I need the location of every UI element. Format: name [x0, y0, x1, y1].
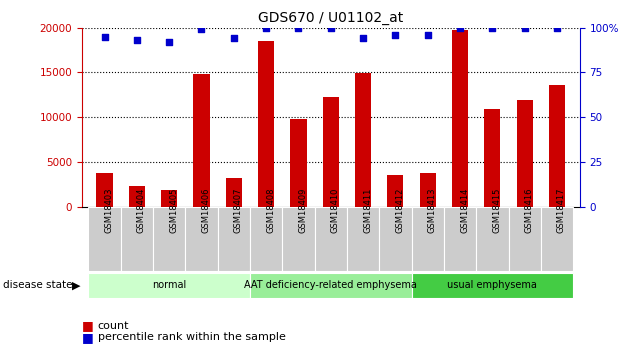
Bar: [96, 173, 113, 207]
Bar: [411, 273, 573, 298]
Text: GSM18408: GSM18408: [266, 187, 275, 233]
Point: [520, 26, 530, 31]
Text: GSM18412: GSM18412: [396, 187, 404, 233]
Point: [132, 37, 142, 43]
Point: [423, 32, 433, 38]
Bar: [258, 41, 274, 207]
Bar: [476, 207, 508, 271]
Text: normal: normal: [152, 280, 186, 290]
Text: GSM18405: GSM18405: [169, 187, 178, 233]
Text: percentile rank within the sample: percentile rank within the sample: [98, 333, 285, 342]
Bar: [541, 207, 573, 271]
Text: GSM18407: GSM18407: [234, 187, 243, 233]
Bar: [129, 186, 145, 207]
Bar: [282, 207, 314, 271]
Title: GDS670 / U01102_at: GDS670 / U01102_at: [258, 11, 403, 25]
Text: GSM18413: GSM18413: [428, 187, 437, 233]
Bar: [549, 85, 565, 207]
Text: GSM18411: GSM18411: [363, 187, 372, 233]
Point: [358, 36, 368, 41]
Bar: [508, 207, 541, 271]
Text: GSM18414: GSM18414: [460, 187, 469, 233]
Text: GSM18404: GSM18404: [137, 187, 146, 233]
Point: [100, 34, 110, 39]
Text: disease state: disease state: [3, 280, 72, 290]
Bar: [355, 73, 371, 207]
Bar: [217, 207, 250, 271]
Bar: [517, 100, 533, 207]
Bar: [387, 175, 403, 207]
Bar: [121, 207, 153, 271]
Bar: [347, 207, 379, 271]
Bar: [379, 207, 411, 271]
Point: [164, 39, 175, 45]
Text: ■: ■: [82, 319, 94, 333]
Bar: [452, 30, 468, 207]
Point: [261, 26, 271, 31]
Point: [455, 26, 465, 31]
Bar: [290, 119, 307, 207]
Bar: [484, 109, 500, 207]
Point: [326, 26, 336, 31]
Text: GSM18416: GSM18416: [525, 187, 534, 233]
Point: [487, 26, 497, 31]
Bar: [411, 207, 444, 271]
Point: [229, 36, 239, 41]
Bar: [88, 207, 121, 271]
Bar: [250, 273, 411, 298]
Text: GSM18410: GSM18410: [331, 187, 340, 233]
Text: AAT deficiency-related emphysema: AAT deficiency-related emphysema: [244, 280, 417, 290]
Bar: [444, 207, 476, 271]
Text: GSM18417: GSM18417: [557, 187, 566, 233]
Bar: [314, 207, 347, 271]
Point: [294, 26, 304, 31]
Bar: [153, 207, 185, 271]
Text: count: count: [98, 321, 129, 331]
Text: ▶: ▶: [72, 280, 81, 290]
Point: [552, 26, 562, 31]
Bar: [250, 207, 282, 271]
Bar: [185, 207, 217, 271]
Bar: [323, 97, 339, 207]
Text: GSM18403: GSM18403: [105, 187, 113, 233]
Bar: [161, 190, 177, 207]
Bar: [88, 273, 250, 298]
Text: GSM18406: GSM18406: [202, 187, 210, 233]
Bar: [226, 178, 242, 207]
Point: [391, 32, 401, 38]
Text: usual emphysema: usual emphysema: [447, 280, 537, 290]
Bar: [420, 173, 436, 207]
Bar: [193, 74, 210, 207]
Text: GSM18415: GSM18415: [492, 187, 501, 233]
Text: GSM18409: GSM18409: [299, 187, 307, 233]
Text: ■: ■: [82, 331, 94, 344]
Point: [197, 27, 207, 32]
